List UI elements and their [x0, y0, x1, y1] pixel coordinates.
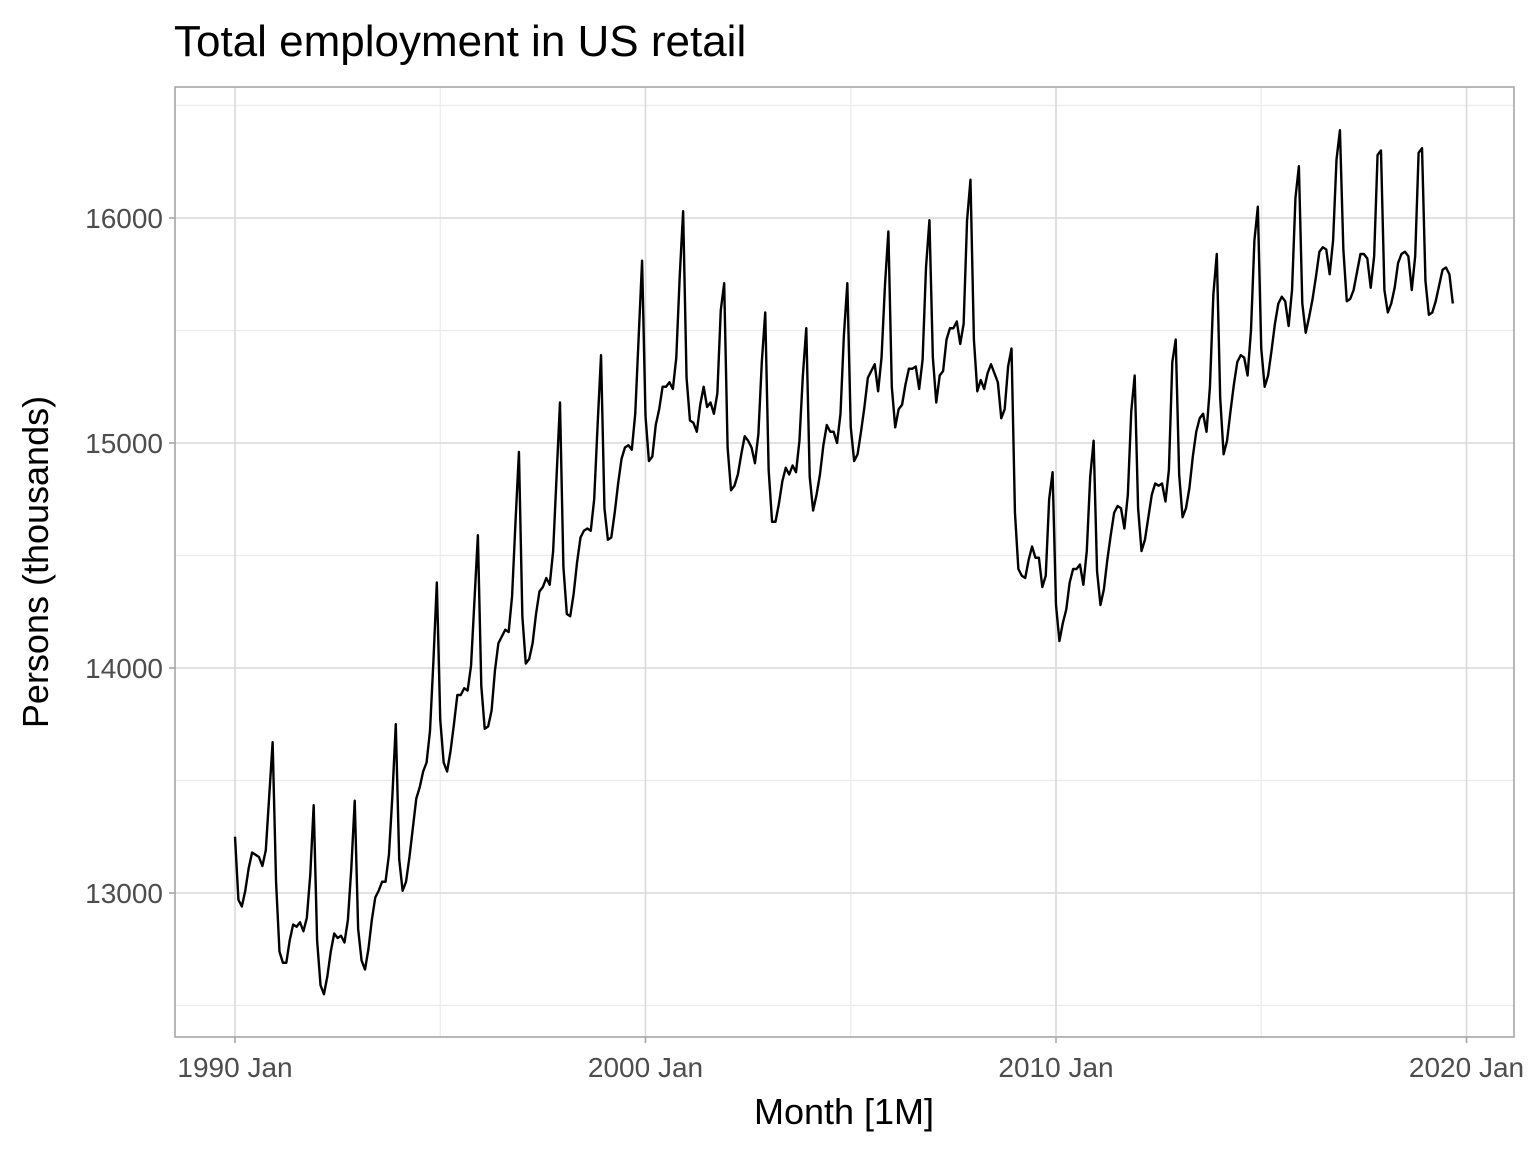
- x-tick-label: 2000 Jan: [588, 1052, 703, 1083]
- y-axis-title: Persons (thousands): [15, 396, 56, 728]
- y-tick-label: 14000: [85, 653, 163, 684]
- x-axis-title: Month [1M]: [754, 1091, 934, 1132]
- series-line: [233, 129, 1455, 996]
- x-tick-label: 2010 Jan: [998, 1052, 1113, 1083]
- x-axis: 1990 Jan 2000 Jan 2010 Jan 2020 Jan: [177, 1037, 1524, 1083]
- x-tick-label: 1990 Jan: [177, 1052, 292, 1083]
- y-tick-label: 13000: [85, 878, 163, 909]
- y-axis: 13000 14000 15000 16000: [85, 203, 175, 909]
- series-group: [233, 129, 1455, 996]
- y-tick-label: 16000: [85, 203, 163, 234]
- plot-panel-border: [174, 86, 1515, 1038]
- y-tick-label: 15000: [85, 428, 163, 459]
- x-tick-label: 2020 Jan: [1409, 1052, 1524, 1083]
- chart-title: Total employment in US retail: [174, 17, 746, 66]
- major-gridlines: [175, 87, 1514, 1037]
